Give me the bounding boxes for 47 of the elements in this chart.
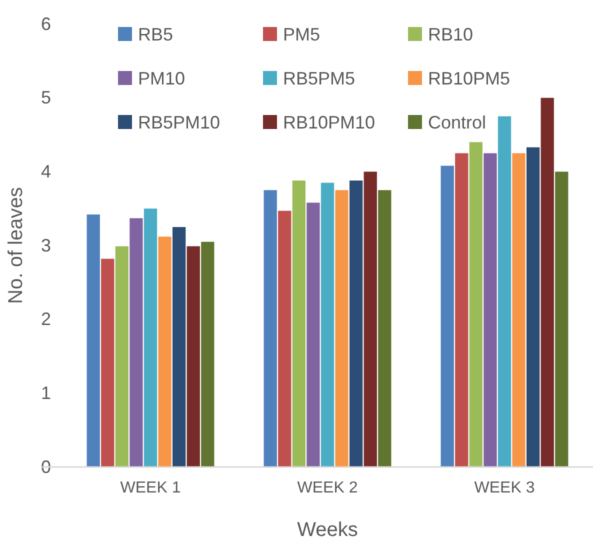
legend-label: RB5PM5: [283, 68, 356, 88]
bar: [540, 98, 554, 467]
bar: [144, 208, 158, 467]
bar: [512, 153, 526, 467]
legend-label: RB10: [428, 24, 474, 44]
bar: [158, 236, 172, 467]
bar: [440, 166, 454, 467]
bar: [526, 147, 540, 467]
bar: [455, 153, 468, 467]
legend-label: PM5: [283, 24, 320, 44]
x-tick-label: WEEK 1: [120, 479, 181, 496]
bar: [186, 246, 200, 467]
y-tick-label: 6: [40, 14, 51, 34]
bar: [484, 153, 497, 467]
bar: [320, 182, 334, 467]
y-tick-label: 5: [40, 88, 51, 108]
y-tick-label: 1: [40, 382, 51, 403]
bar: [264, 190, 277, 467]
x-tick-label: WEEK 3: [474, 479, 535, 496]
x-tick-label: WEEK 2: [297, 479, 358, 496]
y-tick-label: 2: [40, 309, 51, 330]
bar: [498, 116, 512, 467]
bar: [172, 227, 186, 467]
legend-label: RB10PM5: [428, 68, 510, 88]
bar: [555, 172, 568, 467]
bar: [278, 210, 292, 467]
y-axis-title: No. of leaves: [5, 187, 27, 304]
bar: [115, 246, 128, 467]
bar: [292, 180, 306, 467]
bar: [350, 180, 363, 467]
bar: [86, 214, 100, 467]
legend-label: RB5PM10: [138, 112, 220, 132]
x-axis-title: Weeks: [297, 519, 358, 541]
legend-label: RB10PM10: [283, 112, 376, 132]
bar: [364, 172, 377, 467]
y-tick-label: 4: [40, 161, 51, 182]
bar: [335, 190, 348, 467]
legend-label: RB5: [138, 24, 174, 44]
y-tick-label: 3: [40, 235, 51, 256]
bar: [306, 202, 320, 467]
legend-label: PM10: [138, 68, 186, 88]
bar: [469, 142, 482, 467]
bar: [378, 190, 392, 467]
legend-label: Control: [428, 112, 486, 132]
bar: [130, 218, 143, 467]
bar: [201, 242, 214, 467]
bar: [101, 258, 114, 467]
